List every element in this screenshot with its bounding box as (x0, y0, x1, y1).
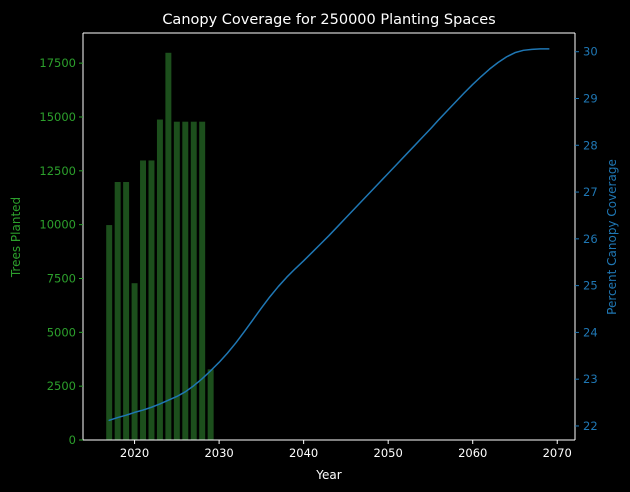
y-right-tick-label-28: 28 (583, 138, 598, 152)
y-right-tick-label-27: 27 (583, 185, 598, 199)
bar-2029 (206, 368, 215, 441)
y-right-tick-label-30: 30 (583, 45, 598, 59)
y-right-tick-label-23: 23 (583, 372, 598, 386)
y-right-tick-label-26: 26 (583, 232, 598, 246)
line-layer (108, 48, 550, 422)
y-left-tick-label-7500: 7500 (47, 271, 76, 285)
x-tick-label-2050: 2050 (374, 446, 403, 460)
y-right-tick-label-25: 25 (583, 279, 598, 293)
y-left-tick-label-0: 0 (69, 433, 76, 447)
y-right-tick-label-29: 29 (583, 91, 598, 105)
y-right-tick-label-24: 24 (583, 325, 598, 339)
y-right-tick-label-22: 22 (583, 419, 598, 433)
y-axis-left-label: Trees Planted (9, 197, 23, 278)
x-tick-label-2040: 2040 (289, 446, 318, 460)
chart-title: Canopy Coverage for 250000 Planting Spac… (162, 12, 495, 28)
bar-2020 (130, 282, 139, 441)
bar-2019 (122, 181, 130, 441)
x-tick-label-2070: 2070 (543, 446, 572, 460)
canopy-coverage-line (108, 48, 550, 422)
x-axis-label: Year (315, 468, 341, 482)
x-tick-label-2030: 2030 (204, 446, 233, 460)
y-left-tick-label-2500: 2500 (47, 379, 76, 393)
axes-layer (82, 32, 576, 441)
y-left-tick-label-5000: 5000 (47, 325, 76, 339)
bar-2022 (147, 159, 156, 441)
bars-layer (105, 51, 215, 441)
x-tick-label-2060: 2060 (458, 446, 487, 460)
bar-2027 (189, 120, 198, 441)
y-left-tick-label-12500: 12500 (39, 164, 76, 178)
bar-2024 (164, 51, 173, 441)
bar-2017 (105, 224, 113, 441)
y-left-tick-label-17500: 17500 (39, 56, 76, 70)
y-axis-right-label: Percent Canopy Coverage (605, 159, 619, 315)
bar-2021 (139, 159, 147, 441)
bar-2023 (156, 118, 164, 441)
y-left-tick-label-15000: 15000 (39, 110, 76, 124)
bar-2018 (113, 181, 122, 441)
bar-2025 (173, 120, 181, 441)
x-tick-label-2020: 2020 (120, 446, 149, 460)
y-left-tick-label-10000: 10000 (39, 218, 76, 232)
bar-2028 (198, 120, 206, 441)
ticks-layer: 2020 2030 2040 2050 2060 2070 0 2500 5000 7500 100… (39, 45, 597, 460)
